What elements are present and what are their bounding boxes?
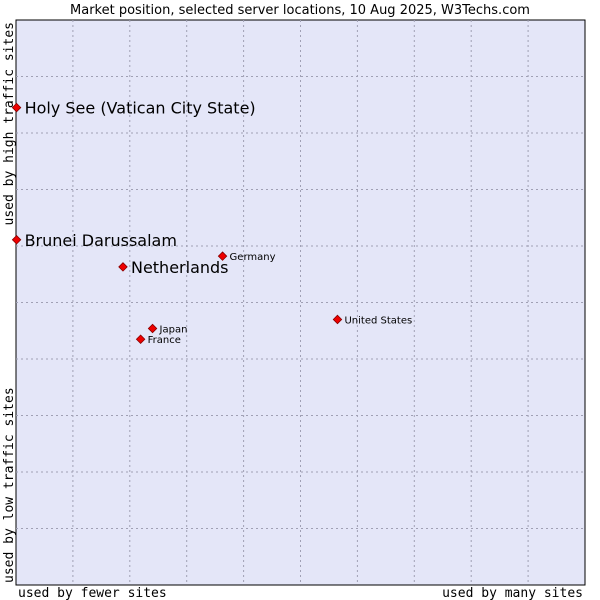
- data-point-label: Japan: [159, 324, 188, 335]
- y-axis-label-bottom: used by low traffic sites: [2, 387, 17, 583]
- data-point-marker: [147, 323, 158, 334]
- data-point-label: Holy See (Vatican City State): [25, 99, 256, 118]
- data-points: Holy See (Vatican City State) Brunei Daru…: [11, 99, 412, 346]
- data-point-marker: [11, 102, 22, 113]
- y-axis-label-top: used by high traffic sites: [2, 22, 17, 226]
- data-point-label: Netherlands: [131, 258, 229, 277]
- data-point-marker: [217, 251, 228, 261]
- data-point-marker: [118, 262, 128, 272]
- grid-lines: [16, 20, 585, 585]
- data-point-marker: [135, 334, 146, 344]
- chart-title: Market position, selected server locatio…: [70, 3, 530, 18]
- data-point-label: Brunei Darussalam: [25, 231, 177, 250]
- data-point-marker: [11, 235, 22, 245]
- x-axis-label-right: used by many sites: [442, 586, 583, 600]
- data-point-label: United States: [344, 315, 412, 326]
- data-point-marker: [332, 314, 343, 325]
- data-point-label: Germany: [230, 252, 276, 263]
- x-axis-label-left: used by fewer sites: [18, 586, 167, 600]
- data-point-label: France: [148, 335, 181, 346]
